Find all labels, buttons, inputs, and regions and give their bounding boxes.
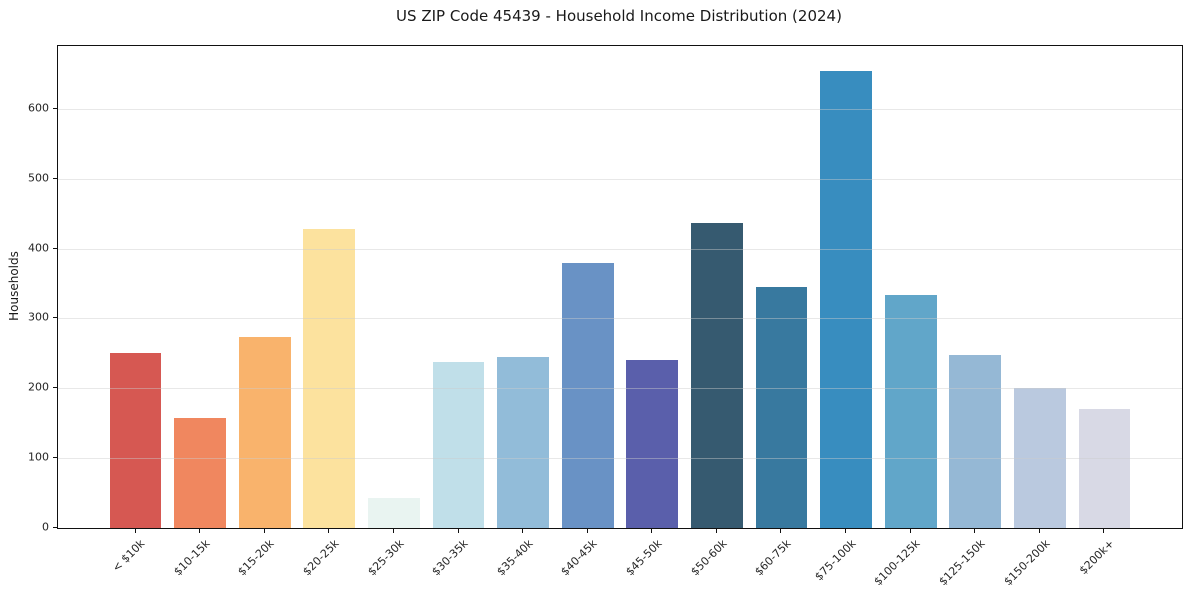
y-tick-mark [53, 387, 57, 389]
bar [755, 287, 808, 528]
bar [174, 417, 226, 528]
x-tick-mark [328, 529, 330, 533]
x-tick-mark [263, 529, 265, 533]
gridline [58, 318, 1182, 320]
bar [691, 222, 743, 528]
x-tick-mark [1038, 529, 1040, 533]
x-tick-mark [909, 529, 911, 533]
gridline [58, 248, 1182, 250]
x-tick-label: $20-25k [300, 537, 342, 579]
chart-title: US ZIP Code 45439 - Household Income Dis… [396, 7, 842, 25]
y-tick-mark [53, 247, 57, 249]
y-tick-label: 300 [28, 310, 49, 324]
x-tick-label: $30-35k [429, 537, 471, 579]
bar [1078, 408, 1131, 528]
y-tick-mark [53, 317, 57, 319]
x-tick-mark [134, 529, 136, 533]
x-tick-label: $60-75k [752, 537, 794, 579]
bar [820, 71, 872, 528]
bar [626, 360, 679, 528]
x-tick-mark [522, 529, 524, 533]
y-tick-label: 100 [28, 450, 49, 464]
x-tick-label: $150-200k [1000, 537, 1053, 589]
x-tick-mark [457, 529, 459, 533]
bar [884, 294, 937, 528]
x-tick-mark [715, 529, 717, 533]
x-tick-label: $200k+ [1076, 537, 1117, 578]
y-tick-label: 200 [28, 380, 49, 394]
x-tick-label: $25-30k [364, 537, 407, 579]
y-tick-mark [53, 177, 57, 179]
gridline [58, 178, 1182, 180]
x-tick-label: $40-45k [558, 537, 600, 579]
y-tick-mark [53, 457, 57, 459]
y-tick-mark [53, 527, 57, 528]
bar [238, 337, 291, 528]
x-tick-label: < $10k [110, 537, 148, 575]
bar [368, 497, 420, 528]
gridline [58, 108, 1182, 110]
x-tick-mark [586, 529, 588, 533]
y-tick-label: 500 [28, 171, 49, 185]
x-tick-label: $125-150k [936, 537, 988, 589]
x-tick-label: $35-40k [494, 537, 536, 579]
bar [949, 355, 1002, 528]
x-tick-label: $50-60k [687, 537, 730, 579]
y-tick-label: 0 [42, 520, 49, 534]
plot-area [57, 45, 1183, 529]
bar [432, 362, 485, 528]
x-tick-mark [974, 529, 976, 533]
bar [497, 356, 549, 528]
x-tick-mark [392, 529, 394, 533]
x-tick-mark [780, 529, 782, 533]
bar [303, 229, 356, 528]
bar [1014, 387, 1066, 528]
y-tick-label: 400 [28, 241, 49, 255]
x-tick-label: $100-125k [871, 537, 923, 589]
x-tick-mark [651, 529, 653, 533]
x-tick-label: $75-100k [812, 537, 859, 584]
x-tick-label: $45-50k [623, 537, 665, 579]
bar [109, 352, 162, 528]
x-tick-label: $15-20k [235, 537, 277, 579]
bar [561, 262, 614, 528]
x-tick-mark [199, 529, 201, 533]
x-tick-mark [845, 529, 847, 533]
y-tick-mark [53, 107, 57, 109]
y-axis-label: Households [7, 251, 21, 321]
x-tick-label: $10-15k [171, 537, 213, 579]
x-tick-mark [1103, 529, 1105, 533]
y-tick-label: 600 [28, 101, 49, 115]
